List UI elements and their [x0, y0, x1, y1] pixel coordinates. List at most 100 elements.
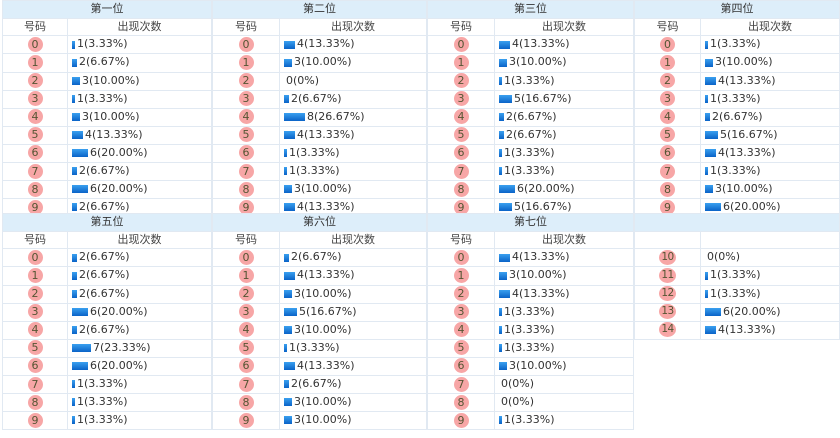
count-text: 2(6.67%): [291, 376, 342, 390]
frequency-bar: [705, 40, 708, 49]
number-cell: 0: [2, 35, 68, 55]
column-header-row: 号码 出现次数: [2, 17, 212, 37]
table-row: 0 4(13.33%): [427, 35, 634, 55]
count-cell: 1(3.33%): [279, 338, 427, 358]
count-text: 1(3.33%): [710, 163, 761, 177]
number-cell: 2: [634, 71, 701, 91]
number-ball: 8: [453, 394, 469, 410]
frequency-bar: [284, 203, 295, 212]
frequency-bar: [72, 113, 80, 122]
number-cell: 3: [2, 89, 68, 109]
count-column-header: 出现次数: [279, 17, 427, 37]
count-cell: 1(3.33%): [494, 338, 634, 358]
count-cell: 4(13.33%): [67, 125, 212, 145]
count-text: 1(3.33%): [710, 268, 761, 282]
table-row: 5 1(3.33%): [427, 338, 634, 358]
count-text: 0(0%): [707, 250, 741, 264]
count-text: 3(10.00%): [509, 268, 567, 282]
count-column-header: 出现次数: [67, 230, 212, 250]
number-cell: 9: [212, 410, 280, 431]
number-cell: 6: [427, 356, 495, 376]
number-ball: 3: [27, 91, 43, 107]
table-row: 3 5(16.67%): [427, 89, 634, 109]
frequency-bar: [72, 131, 83, 140]
table-row: 9 2(6.67%): [2, 197, 212, 218]
table-row: 2 4(13.33%): [634, 71, 840, 91]
count-cell: 3(10.00%): [700, 53, 840, 73]
frequency-bar: [499, 344, 502, 353]
count-text: 5(16.67%): [514, 91, 572, 105]
frequency-bar: [72, 167, 77, 176]
number-ball: 5: [238, 127, 254, 143]
number-cell: 4: [634, 107, 701, 127]
number-ball: 0: [27, 37, 43, 53]
table-row: 4 2(6.67%): [427, 107, 634, 127]
number-column-header: 号码: [634, 17, 701, 37]
count-text: 2(6.67%): [79, 55, 130, 69]
count-text: 6(20.00%): [90, 304, 148, 318]
table-row: 0 2(6.67%): [212, 248, 427, 268]
table-row: 7 1(3.33%): [2, 374, 212, 394]
count-text: 4(13.33%): [297, 127, 355, 141]
table-row: 7 1(3.33%): [634, 161, 840, 181]
count-cell: 6(20.00%): [67, 356, 212, 376]
number-cell: 5: [2, 338, 68, 358]
position-title: 第一位: [2, 0, 212, 19]
number-ball: 9: [238, 199, 254, 215]
count-cell: 3(10.00%): [279, 284, 427, 304]
table-row: 8 6(20.00%): [427, 179, 634, 199]
count-cell: 3(10.00%): [67, 71, 212, 91]
frequency-bar: [72, 253, 77, 262]
number-ball: 2: [238, 286, 254, 302]
column-header-row: 号码 出现次数: [212, 17, 427, 37]
number-ball: 3: [238, 91, 254, 107]
number-ball: 5: [453, 340, 469, 356]
number-ball: 9: [453, 199, 469, 215]
table-row: 3 5(16.67%): [212, 302, 427, 322]
count-cell: 2(6.67%): [494, 125, 634, 145]
count-text: 2(6.67%): [79, 250, 130, 264]
count-cell: 4(13.33%): [700, 320, 840, 340]
frequency-bar: [284, 131, 295, 140]
table-row: 3 1(3.33%): [634, 89, 840, 109]
count-cell: 2(6.67%): [67, 197, 212, 218]
position-title-row: 第四位: [634, 0, 840, 19]
table-row: 2 1(3.33%): [427, 71, 634, 91]
count-text: 0(0%): [501, 376, 535, 390]
count-cell: 4(13.33%): [494, 35, 634, 55]
count-cell: 4(13.33%): [279, 197, 427, 218]
number-cell: 1: [2, 266, 68, 286]
number-cell: 0: [212, 35, 280, 55]
count-text: 3(10.00%): [509, 55, 567, 69]
number-ball: 5: [660, 127, 675, 143]
count-text: 7(23.33%): [93, 340, 151, 354]
table-row: 1 3(10.00%): [212, 53, 427, 73]
count-cell: 1(3.33%): [279, 143, 427, 163]
frequency-bar: [499, 416, 502, 425]
count-cell: 2(6.67%): [279, 248, 427, 268]
frequency-bar: [284, 380, 289, 389]
count-text: 6(20.00%): [90, 358, 148, 372]
number-ball: 2: [453, 73, 469, 89]
number-cell: 14: [634, 320, 701, 340]
number-cell: 7: [2, 374, 68, 394]
number-cell: 6: [212, 356, 280, 376]
count-text: 4(13.33%): [297, 37, 355, 51]
table-row: 2 0(0%): [212, 71, 427, 91]
position-table: 第七位 号码 出现次数 0 4(13.33%) 1 3(10.00%) 2 4(13.33%) 3…: [427, 213, 634, 431]
table-row: 6 4(13.33%): [634, 143, 840, 163]
frequency-bar: [72, 344, 91, 353]
frequency-bar: [705, 167, 708, 176]
count-text: 3(10.00%): [294, 394, 352, 408]
count-text: 1(3.33%): [504, 340, 555, 354]
count-cell: 4(13.33%): [700, 71, 840, 91]
count-text: 3(10.00%): [294, 322, 352, 336]
number-cell: 10: [634, 248, 701, 268]
count-cell: 1(3.33%): [700, 89, 840, 109]
number-ball: 8: [453, 181, 469, 197]
count-cell: 1(3.33%): [67, 410, 212, 431]
number-ball: 4: [660, 109, 675, 125]
number-ball: 7: [27, 163, 43, 179]
table-row: 13 6(20.00%): [634, 302, 840, 322]
table-row: 9 1(3.33%): [427, 410, 634, 431]
